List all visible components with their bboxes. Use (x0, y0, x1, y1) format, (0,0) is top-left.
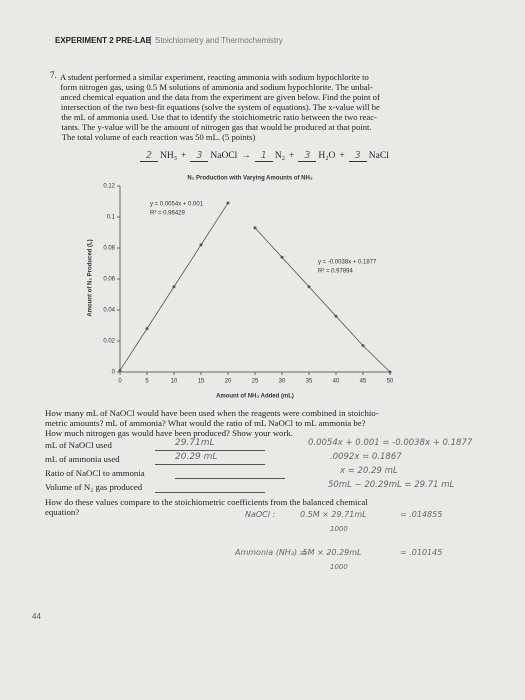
data-point (253, 226, 257, 230)
x-tick-label: 45 (360, 379, 367, 385)
equation-operator: + (181, 151, 187, 161)
work-lhs: NaOCl : (245, 510, 276, 519)
x-tick-label: 40 (333, 379, 340, 385)
formula: NaCl (368, 151, 389, 161)
answer-line (155, 464, 265, 465)
work-line: 0.0054x + 0.001 = -0.0038x + 0.1877 (308, 438, 473, 448)
answer-label: mL of NaOCl used (45, 440, 112, 450)
prompt-line: metric amounts? mL of ammonia? What woul… (45, 418, 366, 428)
work-line: x = 20.29 mL (340, 466, 398, 476)
equation-operator: → (241, 151, 251, 161)
question-line: intersection of the two best-fit equatio… (60, 102, 380, 112)
question-line: tants. The y-value will be the amount of… (61, 122, 372, 132)
data-point (280, 255, 284, 259)
work-numerator: .5M × 20.29mL (300, 548, 362, 557)
equation-operator: + (289, 151, 295, 161)
y-tick-label: 0.08 (103, 246, 115, 252)
y-tick-label: 0.06 (103, 277, 115, 283)
formula: NH₃ (160, 151, 178, 161)
chart-title: N₂ Production with Varying Amounts of NH… (187, 176, 312, 182)
data-point (226, 201, 230, 205)
annotation: y = -0.0038x + 0.1877 (318, 260, 377, 266)
x-tick-label: 5 (145, 379, 149, 385)
coefficient: 2 (140, 150, 158, 162)
data-point (118, 368, 122, 372)
formula: H₂O (318, 151, 336, 161)
work-denominator: 1000 (330, 525, 348, 533)
prompt-line: How much nitrogen gas would have been pr… (45, 428, 293, 438)
answer-label: mL of ammonia used (45, 454, 120, 464)
answer-value: 29.71mL (175, 438, 215, 448)
work-lhs: Ammonia (NH₃) = (235, 548, 307, 557)
data-point (388, 370, 392, 374)
question-line: The total volume of each reaction was 50… (61, 132, 256, 142)
data-point (145, 327, 149, 331)
equation: 2 NH₃ +3 NaOCl → 1 N₂ +3 H₂O +3 NaCl (140, 150, 389, 162)
answer-line (155, 450, 265, 451)
data-point (334, 314, 338, 318)
work-numerator: 0.5M × 29.71mL (300, 510, 367, 519)
x-tick-label: 25 (252, 379, 259, 385)
answer-label: Volume of N₂ gas produced (45, 482, 143, 492)
question-line: form nitrogen gas, using 0.5 M solutions… (60, 82, 373, 92)
work-line: .0092x = 0.1867 (330, 452, 402, 462)
equation-operator: + (339, 151, 345, 161)
work-result: = .014855 (400, 510, 443, 519)
work-denominator: 1000 (330, 563, 348, 571)
chart: N₂ Production with Varying Amounts of NH… (88, 176, 394, 400)
x-tick-label: 50 (387, 379, 394, 385)
y-tick-label: 0.12 (103, 184, 115, 190)
question-line: A student performed a similar experiment… (60, 72, 369, 82)
answer-label: Ratio of NaOCl to ammonia (45, 468, 145, 478)
trendline (254, 227, 391, 373)
question-line: anced chemical equation and the data fro… (60, 92, 380, 102)
answer-line (155, 492, 265, 493)
prompt-line: How many mL of NaOCl would have been use… (45, 408, 379, 418)
header-title: EXPERIMENT 2 PRE-LAB (55, 36, 152, 45)
answer-value: 20.29 mL (175, 452, 218, 462)
x-tick-label: 0 (118, 379, 122, 385)
x-tick-label: 35 (306, 379, 313, 385)
answer-line (175, 478, 285, 479)
y-tick-label: 0.1 (107, 215, 116, 221)
question-number: 7. (50, 70, 57, 80)
data-point (199, 243, 203, 247)
y-tick-label: 0.02 (103, 339, 115, 345)
page-number: 44 (32, 612, 41, 621)
annotation: y = 0.0054x + 0.001 (150, 202, 204, 208)
x-tick-label: 20 (225, 379, 232, 385)
question-line: the mL of ammonia used. Use that to iden… (61, 112, 377, 122)
data-point (361, 344, 365, 348)
data-point (307, 285, 311, 289)
y-tick-label: 0 (112, 370, 116, 376)
y-axis-label: Amount of N₂ Produced (L) (88, 239, 94, 316)
work-result: = .010145 (400, 548, 443, 557)
x-tick-label: 30 (279, 379, 286, 385)
x-tick-label: 10 (171, 379, 178, 385)
coefficient: 3 (348, 150, 367, 162)
x-tick-label: 15 (198, 379, 205, 385)
followup-line: How do these values compare to the stoic… (45, 497, 368, 507)
coefficient: 3 (190, 150, 209, 162)
y-tick-label: 0.04 (103, 308, 115, 314)
annotation: R² = 0.96429 (150, 211, 186, 217)
formula: N₂ (274, 151, 286, 161)
annotation: R² = 0.97894 (318, 269, 354, 275)
coefficient: 1 (254, 150, 273, 162)
data-point (172, 285, 176, 289)
work-line: 50mL − 20.29mL = 29.71 mL (328, 480, 455, 490)
coefficient: 3 (298, 150, 317, 162)
x-axis-label: Amount of NH₃ Added (mL) (216, 394, 294, 400)
header-subtitle: Stoichiometry and Thermochemistry (150, 36, 283, 45)
formula: NaOCl (210, 151, 238, 161)
followup-line: equation? (45, 507, 80, 517)
